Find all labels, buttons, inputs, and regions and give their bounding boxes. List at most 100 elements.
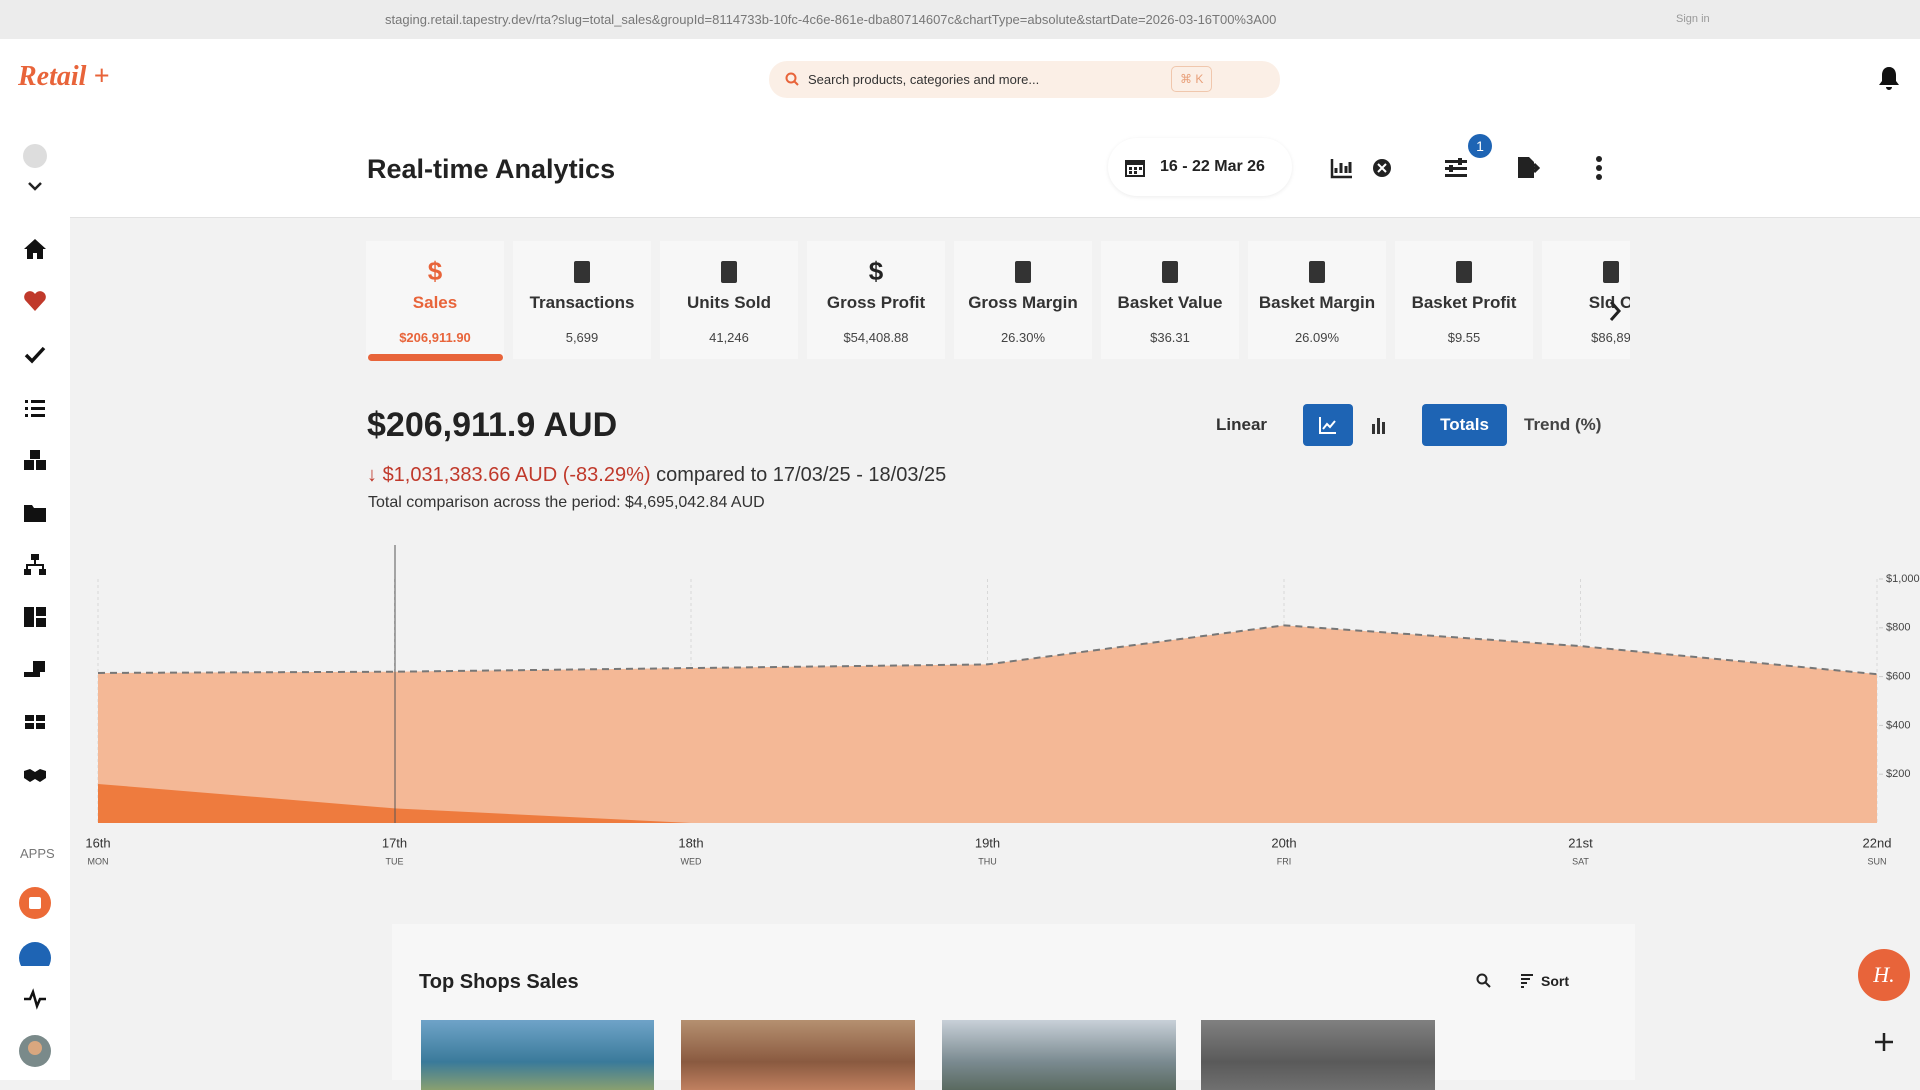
shop-image[interactable] (942, 1020, 1176, 1090)
avatar[interactable] (23, 144, 47, 168)
x-tick-label: 17th (382, 835, 407, 850)
activity-icon[interactable] (23, 987, 47, 1011)
metric-value: $36.31 (1150, 330, 1190, 345)
shop-image[interactable] (1201, 1020, 1435, 1090)
y-tick-label: $200 (1886, 768, 1910, 780)
date-range: 16 - 22 Mar 26 (1160, 158, 1265, 175)
app-icon[interactable] (19, 942, 51, 966)
svg-text:$: $ (869, 259, 884, 286)
logo[interactable]: Retail + (18, 61, 110, 92)
more-icon[interactable] (1595, 156, 1603, 180)
down-arrow: ↓ (367, 464, 383, 486)
compared-text: compared to 17/03/25 - 18/03/25 (656, 464, 947, 486)
change-value: $1,031,383.66 AUD (-83.29%) (382, 464, 651, 486)
sort-icon (1521, 974, 1533, 988)
scale-toggle[interactable]: Linear (1216, 415, 1268, 434)
metric-tab[interactable]: Basket Value $36.31 (1101, 241, 1239, 359)
metric-label: Basket Margin (1258, 293, 1376, 312)
metric-tab[interactable]: $ Gross Profit $54,408.88 (807, 241, 945, 359)
shops-title: Top Shops Sales (419, 971, 579, 993)
x-tick-label: 18th (678, 835, 703, 850)
calendar-icon (1125, 160, 1145, 177)
area (98, 783, 1877, 823)
metric-icon: $ (869, 259, 884, 286)
trend-button[interactable]: Trend (%) (1524, 415, 1602, 434)
x-tick-label: 21st (1568, 835, 1593, 850)
y-tick-label: $1,000 (1886, 573, 1920, 585)
metric-icon (721, 261, 737, 283)
metric-tab[interactable]: Sld O $86,89 (1542, 241, 1630, 359)
folder-icon[interactable] (23, 501, 47, 525)
shop-image[interactable] (681, 1020, 915, 1090)
handshake-icon[interactable] (23, 763, 47, 787)
metric-label: Sld O (1588, 293, 1630, 312)
help-button[interactable]: H. (1858, 949, 1910, 1001)
app-icon[interactable] (19, 887, 51, 919)
search-box[interactable]: Search products, categories and more... … (769, 61, 1280, 98)
export-icon[interactable] (1516, 156, 1540, 180)
shop-image[interactable] (421, 1020, 654, 1090)
url[interactable]: staging.retail.tapestry.dev/rta?slug=tot… (385, 12, 1277, 27)
x-tick-label: 19th (975, 835, 1000, 850)
comparison: ↓ $1,031,383.66 AUD (-83.29%) compared t… (367, 464, 946, 487)
metric-tab[interactable]: Gross Margin 26.30% (954, 241, 1092, 359)
dashboard-icon[interactable] (23, 605, 47, 629)
home-icon[interactable] (23, 237, 47, 261)
x-tick-weekday: THU (978, 856, 997, 866)
x-tick-weekday: WED (681, 856, 702, 866)
network-icon[interactable] (23, 553, 47, 577)
metric-label: Basket Profit (1411, 293, 1517, 312)
bar-view-button[interactable] (1371, 416, 1387, 434)
metric-icon (1162, 261, 1178, 283)
tabs-next[interactable] (1608, 300, 1622, 322)
y-tick-label: $800 (1886, 622, 1910, 634)
filter-icon[interactable] (1444, 157, 1468, 179)
metric-icon (1456, 261, 1472, 283)
bell-icon[interactable] (1877, 65, 1901, 91)
browser-bar: staging.retail.tapestry.dev/rta?slug=tot… (0, 0, 1920, 40)
x-tick-weekday: FRI (1277, 856, 1292, 866)
top-shops-panel: Top Shops Sales Sort (392, 924, 1635, 1090)
search-placeholder: Search products, categories and more... (808, 72, 1040, 87)
metric-label: Sales (412, 293, 458, 312)
sort-button[interactable]: Sort (1541, 973, 1569, 989)
pulse-icon[interactable] (23, 289, 47, 313)
metric-tab[interactable]: Basket Profit $9.55 (1395, 241, 1533, 359)
line-view-button[interactable] (1303, 404, 1353, 446)
page-header: Real-time Analytics 16 - 22 Mar 26 1 (70, 119, 1920, 218)
user-avatar[interactable] (19, 1035, 51, 1067)
metric-tab[interactable]: $ Sales $206,911.90 (366, 241, 504, 359)
date-picker[interactable]: 16 - 22 Mar 26 (1108, 138, 1292, 196)
clear-icon[interactable] (1372, 158, 1392, 178)
metric-icon: $ (428, 259, 443, 286)
active-tab-indicator (368, 354, 503, 361)
app-header: Retail + Search products, categories and… (0, 39, 1920, 119)
truck-icon[interactable] (23, 658, 47, 682)
check-icon[interactable] (23, 343, 47, 367)
x-tick-weekday: SAT (1572, 856, 1589, 866)
sign-in[interactable]: Sign in (1676, 13, 1710, 25)
metric-value: 5,699 (565, 330, 599, 345)
metric-tab[interactable]: Basket Margin 26.09% (1248, 241, 1386, 359)
metric-tab[interactable]: Transactions 5,699 (513, 241, 651, 359)
totals-button[interactable]: Totals (1422, 404, 1507, 446)
shops-search[interactable] (1476, 973, 1492, 989)
line-icon (1319, 417, 1336, 434)
filter-badge: 1 (1468, 134, 1492, 158)
metric-tab[interactable]: Units Sold 41,246 (660, 241, 798, 359)
boxes-icon[interactable] (23, 448, 47, 472)
chevron[interactable] (23, 181, 47, 193)
x-tick-weekday: MON (88, 856, 109, 866)
x-tick-label: 22nd (1863, 835, 1892, 850)
add-button[interactable] (1874, 1032, 1894, 1052)
y-tick-label: $400 (1886, 719, 1910, 731)
store-icon[interactable] (23, 710, 47, 734)
list-icon[interactable] (23, 396, 47, 420)
chart-type-icon[interactable] (1330, 157, 1354, 179)
shortcut: ⌘ K (1171, 66, 1213, 92)
total-comparison: Total comparison across the period: $4,6… (368, 494, 765, 511)
sidebar: APPS (0, 119, 70, 1080)
metric-icon (1603, 261, 1619, 283)
metric-label: Transactions (529, 293, 635, 312)
